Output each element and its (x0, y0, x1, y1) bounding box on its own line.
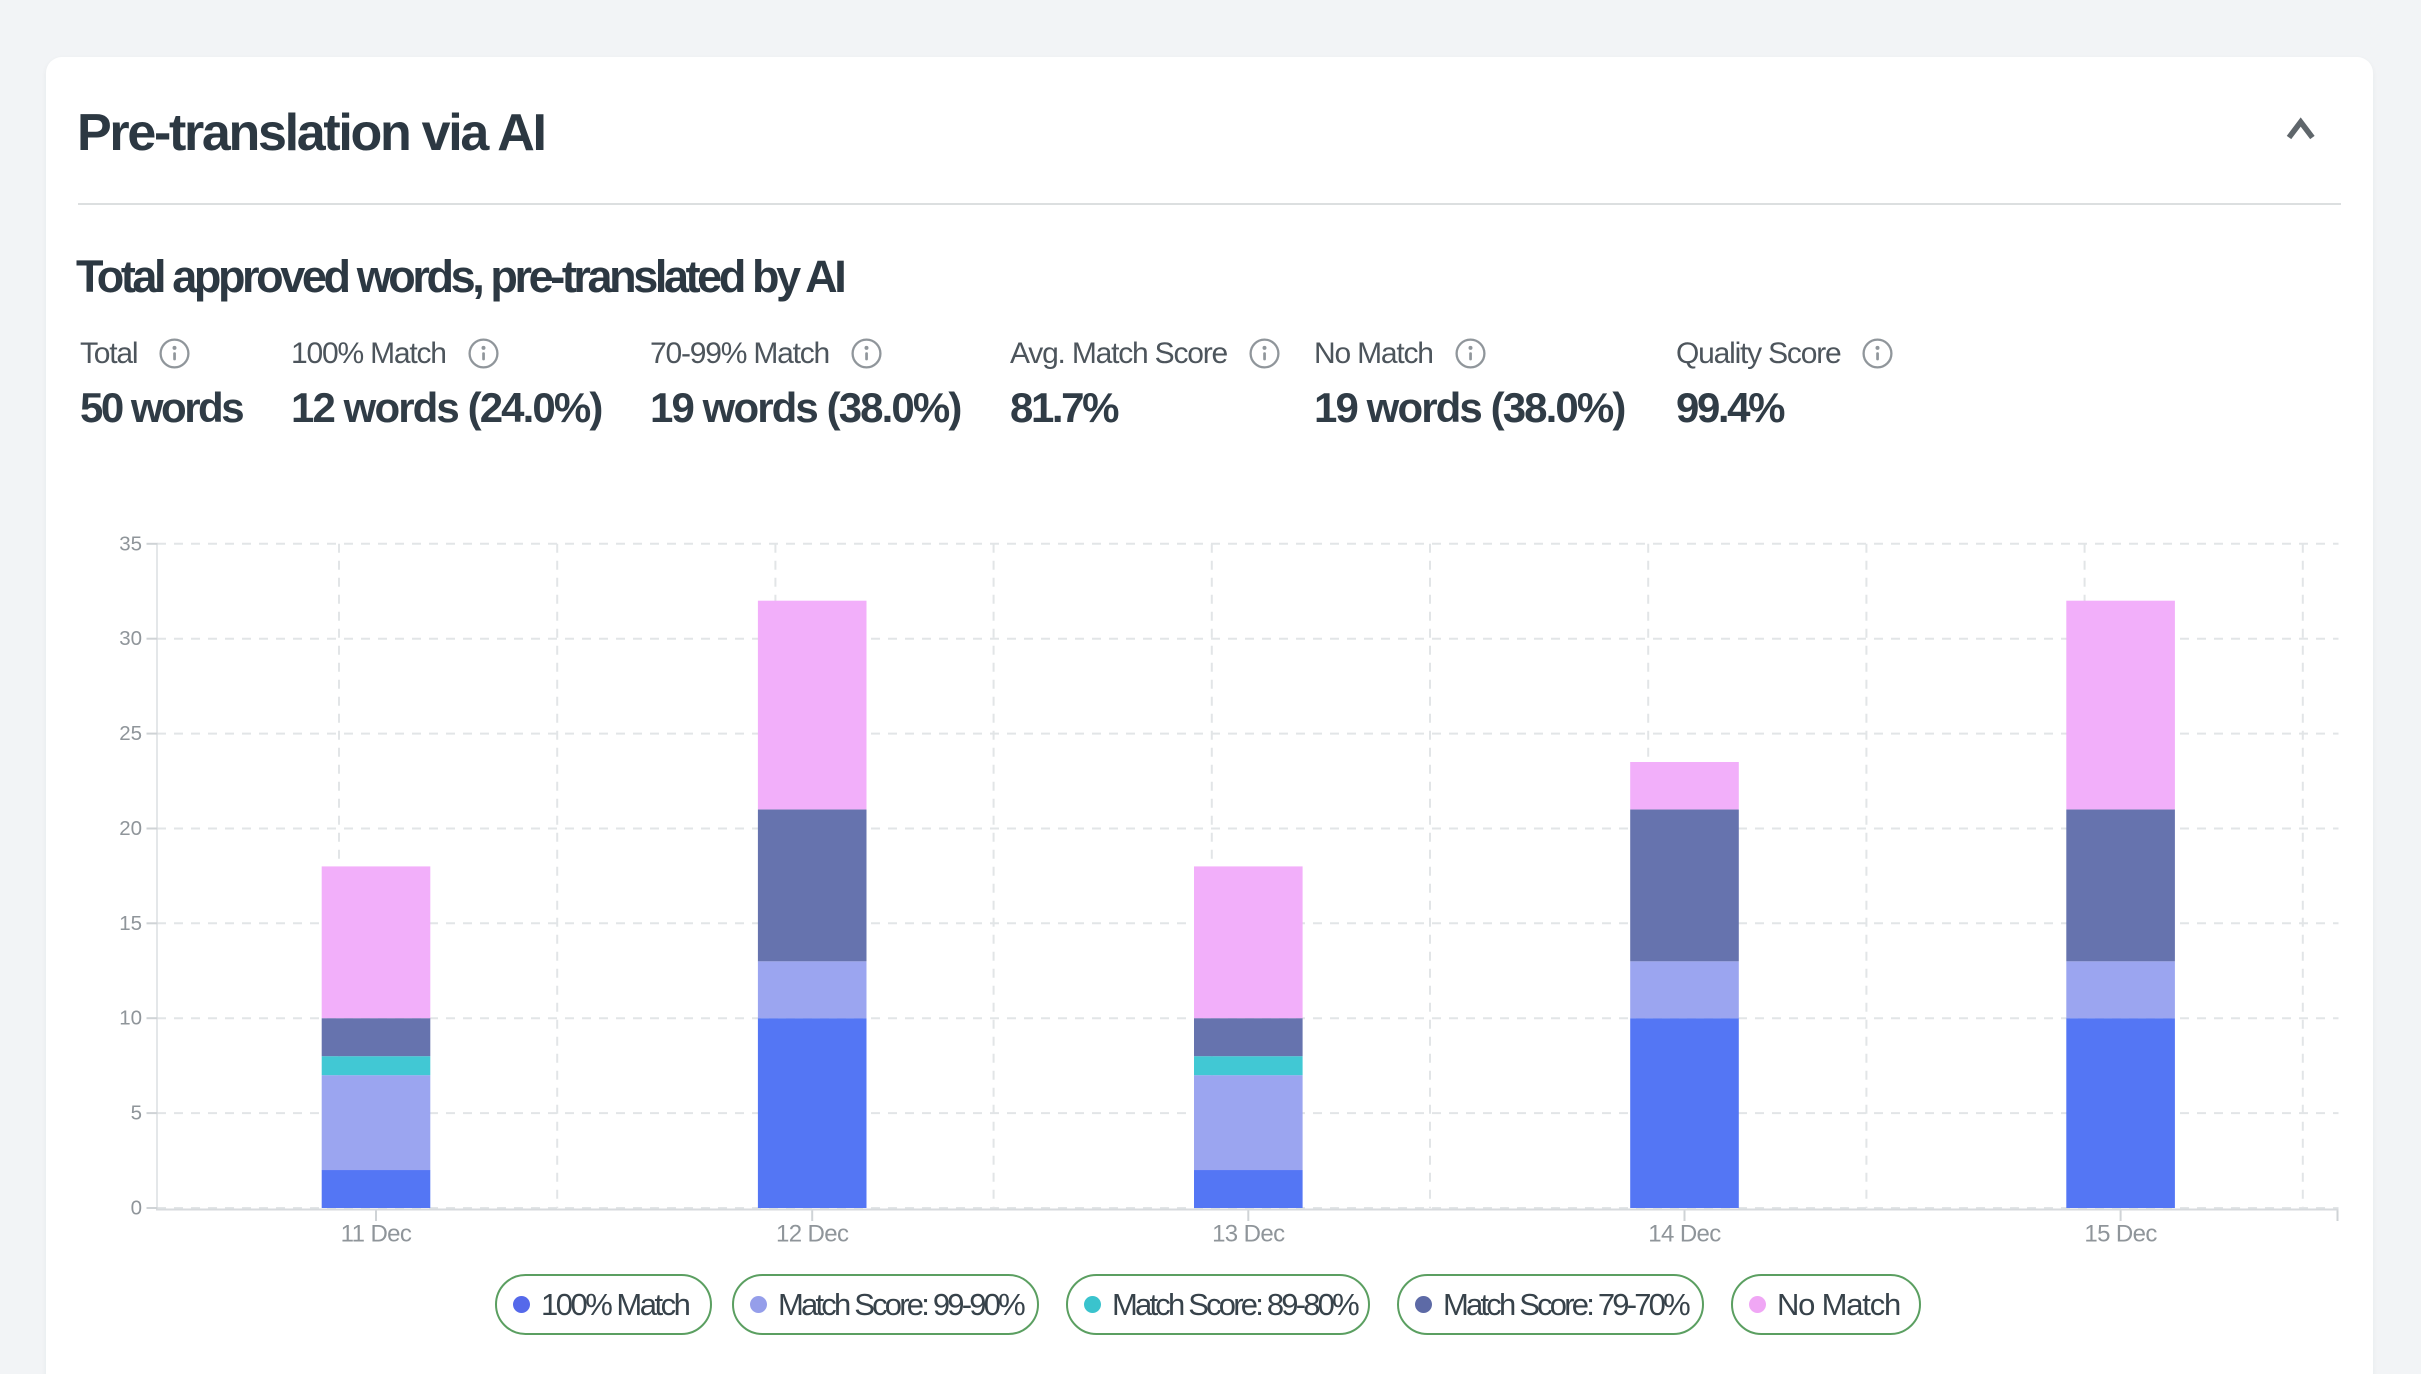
svg-text:11 Dec: 11 Dec (341, 1221, 412, 1248)
svg-text:13 Dec: 13 Dec (1212, 1221, 1285, 1248)
svg-text:10: 10 (119, 1007, 142, 1030)
svg-text:14 Dec: 14 Dec (1648, 1221, 1721, 1248)
svg-text:12 Dec: 12 Dec (776, 1221, 849, 1248)
svg-text:0: 0 (131, 1197, 142, 1220)
svg-text:25: 25 (119, 722, 142, 745)
svg-text:15: 15 (119, 912, 142, 935)
svg-text:30: 30 (119, 627, 142, 650)
svg-text:20: 20 (119, 817, 142, 840)
svg-text:5: 5 (131, 1102, 142, 1125)
svg-text:15 Dec: 15 Dec (2084, 1221, 2157, 1248)
svg-text:35: 35 (119, 532, 142, 555)
